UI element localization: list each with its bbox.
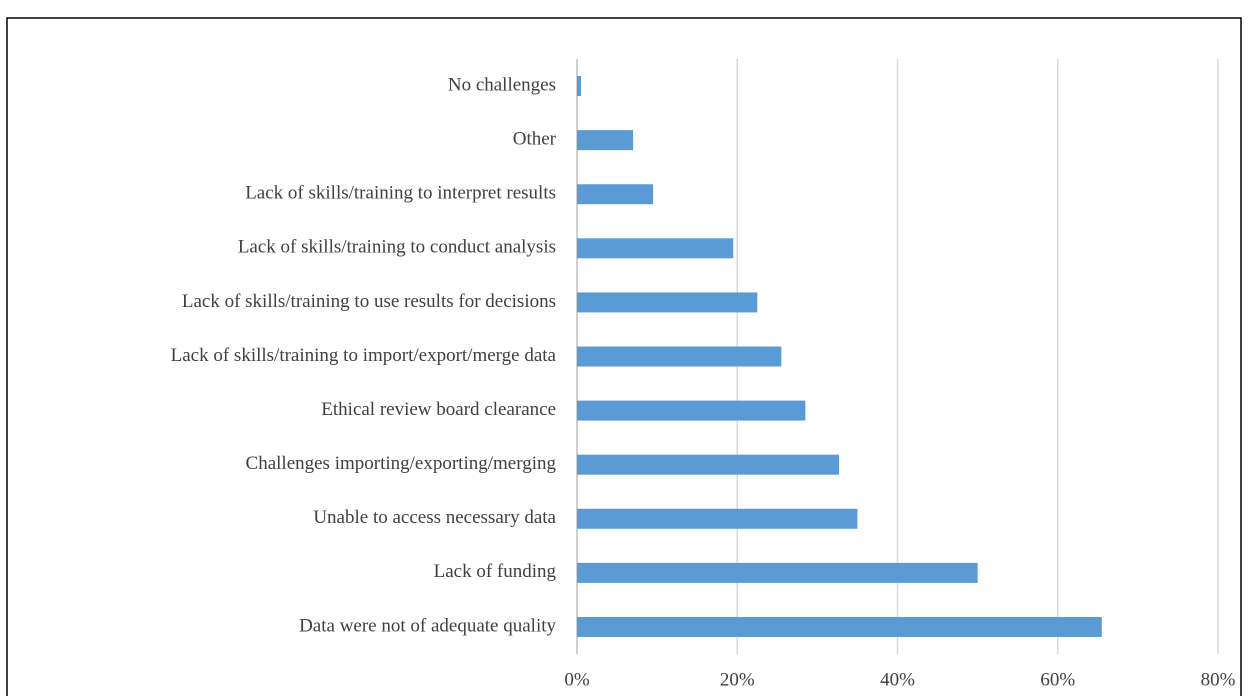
y-tick-label: Lack of skills/training to use results f… <box>182 291 556 312</box>
y-tick-label: Ethical review board clearance <box>321 399 556 420</box>
y-tick-label: Other <box>513 128 557 149</box>
bar <box>577 238 734 259</box>
y-tick-label: Unable to access necessary data <box>313 507 556 528</box>
x-tick-label: 20% <box>720 669 755 690</box>
y-tick-label: Lack of skills/training to import/export… <box>171 345 557 366</box>
x-tick-label: 0% <box>564 669 590 690</box>
bar <box>577 76 582 97</box>
bar <box>577 562 978 583</box>
y-tick-label: Challenges importing/exporting/merging <box>246 453 557 474</box>
bar <box>577 346 782 367</box>
x-tick-label: 80% <box>1201 669 1236 690</box>
bar <box>577 184 654 205</box>
chart-frame <box>6 17 1242 696</box>
bar <box>577 508 858 529</box>
bar <box>577 292 758 313</box>
y-tick-label: Lack of skills/training to interpret res… <box>245 183 556 204</box>
bar <box>577 400 806 421</box>
y-tick-label: Lack of skills/training to conduct analy… <box>238 237 556 258</box>
x-tick-label: 60% <box>1040 669 1075 690</box>
bar <box>577 130 634 151</box>
y-tick-label: Lack of funding <box>434 561 557 582</box>
y-tick-label: No challenges <box>448 74 556 95</box>
x-tick-label: 40% <box>880 669 915 690</box>
bar <box>577 454 840 475</box>
y-tick-label: Data were not of adequate quality <box>299 615 556 636</box>
bar <box>577 616 1102 637</box>
